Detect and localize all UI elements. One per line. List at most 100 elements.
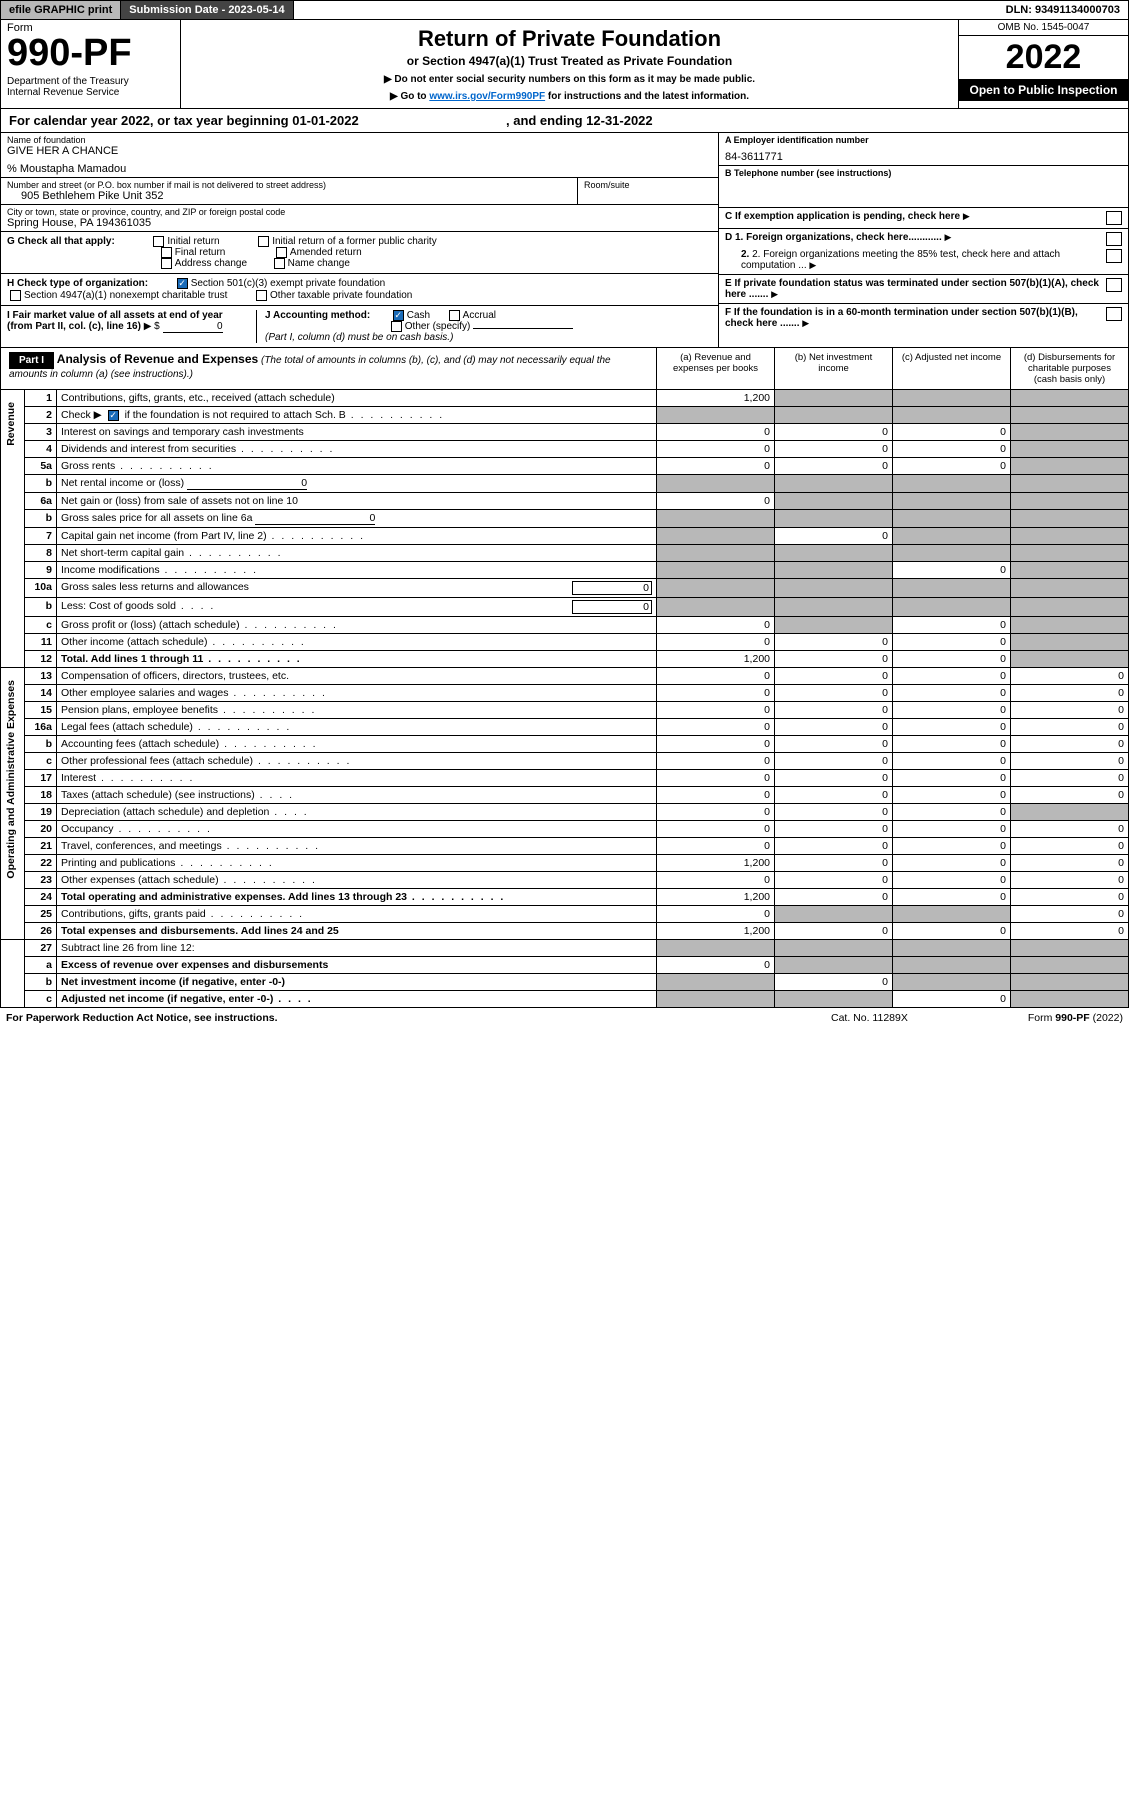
amount-cell: 0 [1011, 769, 1129, 786]
amount-cell: 0 [657, 735, 775, 752]
amount-cell: 0 [775, 440, 893, 457]
line-desc: Other income (attach schedule) [57, 633, 657, 650]
line-number: 6a [25, 492, 57, 509]
amount-cell: 0 [775, 423, 893, 440]
line-desc: Accounting fees (attach schedule) [57, 735, 657, 752]
line-number: 19 [25, 803, 57, 820]
cb-other-taxable[interactable] [256, 290, 267, 301]
amount-cell [893, 390, 1011, 407]
submission-date: Submission Date - 2023-05-14 [121, 1, 293, 19]
amount-cell [775, 492, 893, 509]
table-row: bNet investment income (if negative, ent… [1, 973, 1129, 990]
line-desc: Travel, conferences, and meetings [57, 837, 657, 854]
table-row: 6aNet gain or (loss) from sale of assets… [1, 492, 1129, 509]
cb-final-return[interactable] [161, 247, 172, 258]
j-label: J Accounting method: [265, 310, 370, 321]
amount-cell [775, 406, 893, 423]
omb-number: OMB No. 1545-0047 [959, 20, 1128, 36]
line-desc: Gross sales price for all assets on line… [57, 509, 657, 527]
cb-exemption-pending[interactable] [1106, 211, 1122, 225]
cb-4947[interactable] [10, 290, 21, 301]
table-row: 11Other income (attach schedule)000 [1, 633, 1129, 650]
form-link[interactable]: www.irs.gov/Form990PF [429, 91, 545, 102]
line-desc: Total. Add lines 1 through 11 [57, 650, 657, 667]
cb-amended[interactable] [276, 247, 287, 258]
amount-cell: 0 [775, 786, 893, 803]
amount-cell [775, 990, 893, 1007]
f-label: F If the foundation is in a 60-month ter… [725, 307, 1078, 329]
line-desc: Legal fees (attach schedule) [57, 718, 657, 735]
cb-foreign-org[interactable] [1106, 232, 1122, 246]
amount-cell [775, 509, 893, 527]
amount-cell: 0 [893, 718, 1011, 735]
amount-cell: 0 [657, 457, 775, 474]
section-spacer [1, 939, 25, 1007]
line-desc: Occupancy [57, 820, 657, 837]
amount-cell: 0 [1011, 854, 1129, 871]
cb-initial-return[interactable] [153, 236, 164, 247]
line-number: 4 [25, 440, 57, 457]
amount-cell [893, 973, 1011, 990]
i-value: 0 [163, 321, 223, 333]
g-opt-0: Initial return [167, 236, 219, 247]
amount-cell [775, 905, 893, 922]
table-row: 15Pension plans, employee benefits0000 [1, 701, 1129, 718]
amount-cell: 0 [657, 616, 775, 633]
amount-cell: 0 [893, 803, 1011, 820]
cb-other-method[interactable] [391, 321, 402, 332]
part1-label: Part I [9, 352, 54, 369]
amount-cell: 0 [1011, 735, 1129, 752]
line-number: 3 [25, 423, 57, 440]
efile-print-button[interactable]: efile GRAPHIC print [1, 1, 121, 19]
table-row: bNet rental income or (loss) 0 [1, 474, 1129, 492]
amount-cell [893, 406, 1011, 423]
cb-cash[interactable] [393, 310, 404, 321]
amount-cell [1011, 406, 1129, 423]
b-label: B Telephone number (see instructions) [725, 168, 1122, 178]
amount-cell: 0 [1011, 718, 1129, 735]
amount-cell: 0 [1011, 684, 1129, 701]
cb-address-change[interactable] [161, 258, 172, 269]
cb-initial-former[interactable] [258, 236, 269, 247]
amount-cell [893, 492, 1011, 509]
cb-name-change[interactable] [274, 258, 285, 269]
amount-cell: 0 [775, 888, 893, 905]
table-row: cOther professional fees (attach schedul… [1, 752, 1129, 769]
amount-cell: 0 [657, 633, 775, 650]
line-desc: Net gain or (loss) from sale of assets n… [57, 492, 657, 509]
amount-cell: 0 [657, 684, 775, 701]
amount-cell [1011, 561, 1129, 578]
amount-cell: 0 [893, 922, 1011, 939]
cb-terminated[interactable] [1106, 278, 1122, 292]
line-number: 8 [25, 544, 57, 561]
cb-501c3[interactable] [177, 278, 188, 289]
table-row: 18Taxes (attach schedule) (see instructi… [1, 786, 1129, 803]
amount-cell: 0 [1011, 888, 1129, 905]
table-row: cGross profit or (loss) (attach schedule… [1, 616, 1129, 633]
line-desc: Total operating and administrative expen… [57, 888, 657, 905]
cb-85pct[interactable] [1106, 249, 1122, 263]
amount-cell [657, 527, 775, 544]
amount-cell: 0 [775, 820, 893, 837]
amount-cell: 0 [893, 701, 1011, 718]
amount-cell [1011, 616, 1129, 633]
cb-sch-b[interactable] [108, 410, 119, 421]
cb-60month[interactable] [1106, 307, 1122, 321]
instruction-1: ▶ Do not enter social security numbers o… [187, 74, 952, 85]
amount-cell [775, 616, 893, 633]
line-desc: Interest [57, 769, 657, 786]
table-row: 24Total operating and administrative exp… [1, 888, 1129, 905]
instr2-post: for instructions and the latest informat… [545, 91, 749, 102]
j-accrual: Accrual [463, 310, 496, 321]
cb-accrual[interactable] [449, 310, 460, 321]
amount-cell [1011, 803, 1129, 820]
d1-label: D 1. Foreign organizations, check here..… [725, 232, 942, 243]
line-number: 13 [25, 667, 57, 684]
table-row: 4Dividends and interest from securities0… [1, 440, 1129, 457]
line-desc: Compensation of officers, directors, tru… [57, 667, 657, 684]
line-desc: Net short-term capital gain [57, 544, 657, 561]
amount-cell: 0 [775, 633, 893, 650]
line-number: 25 [25, 905, 57, 922]
amount-cell [1011, 423, 1129, 440]
amount-cell: 0 [775, 684, 893, 701]
